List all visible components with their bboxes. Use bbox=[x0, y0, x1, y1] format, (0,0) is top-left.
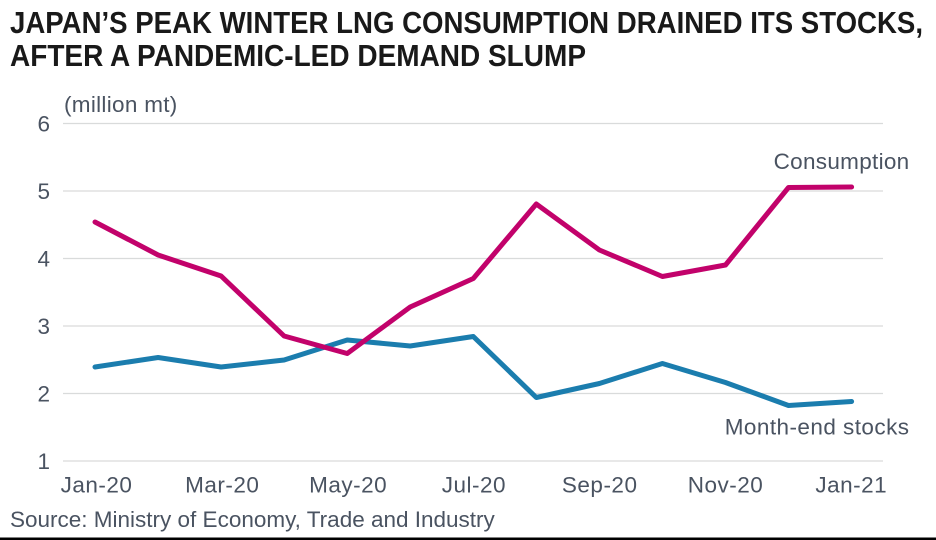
svg-text:Source: Ministry of Economy, T: Source: Ministry of Economy, Trade and I… bbox=[10, 507, 496, 532]
svg-text:3: 3 bbox=[37, 314, 50, 339]
svg-text:4: 4 bbox=[37, 247, 50, 272]
svg-text:Month-end stocks: Month-end stocks bbox=[725, 415, 910, 440]
svg-text:Sep-20: Sep-20 bbox=[562, 473, 638, 498]
svg-text:Jan-21: Jan-21 bbox=[815, 473, 887, 498]
svg-text:(million mt): (million mt) bbox=[64, 92, 178, 117]
svg-text:AFTER A PANDEMIC-LED DEMAND SL: AFTER A PANDEMIC-LED DEMAND SLUMP bbox=[10, 39, 586, 73]
svg-text:6: 6 bbox=[37, 112, 50, 137]
svg-text:Nov-20: Nov-20 bbox=[688, 473, 764, 498]
svg-text:Jan-20: Jan-20 bbox=[61, 473, 133, 498]
svg-text:5: 5 bbox=[37, 179, 50, 204]
svg-text:1: 1 bbox=[37, 449, 50, 474]
svg-text:Jul-20: Jul-20 bbox=[442, 473, 506, 498]
svg-text:JAPAN’S PEAK WINTER LNG CONSUM: JAPAN’S PEAK WINTER LNG CONSUMPTION DRAI… bbox=[10, 6, 923, 40]
svg-text:Consumption: Consumption bbox=[774, 149, 910, 174]
svg-text:Mar-20: Mar-20 bbox=[185, 473, 259, 498]
svg-text:2: 2 bbox=[37, 382, 50, 407]
svg-text:May-20: May-20 bbox=[309, 473, 387, 498]
